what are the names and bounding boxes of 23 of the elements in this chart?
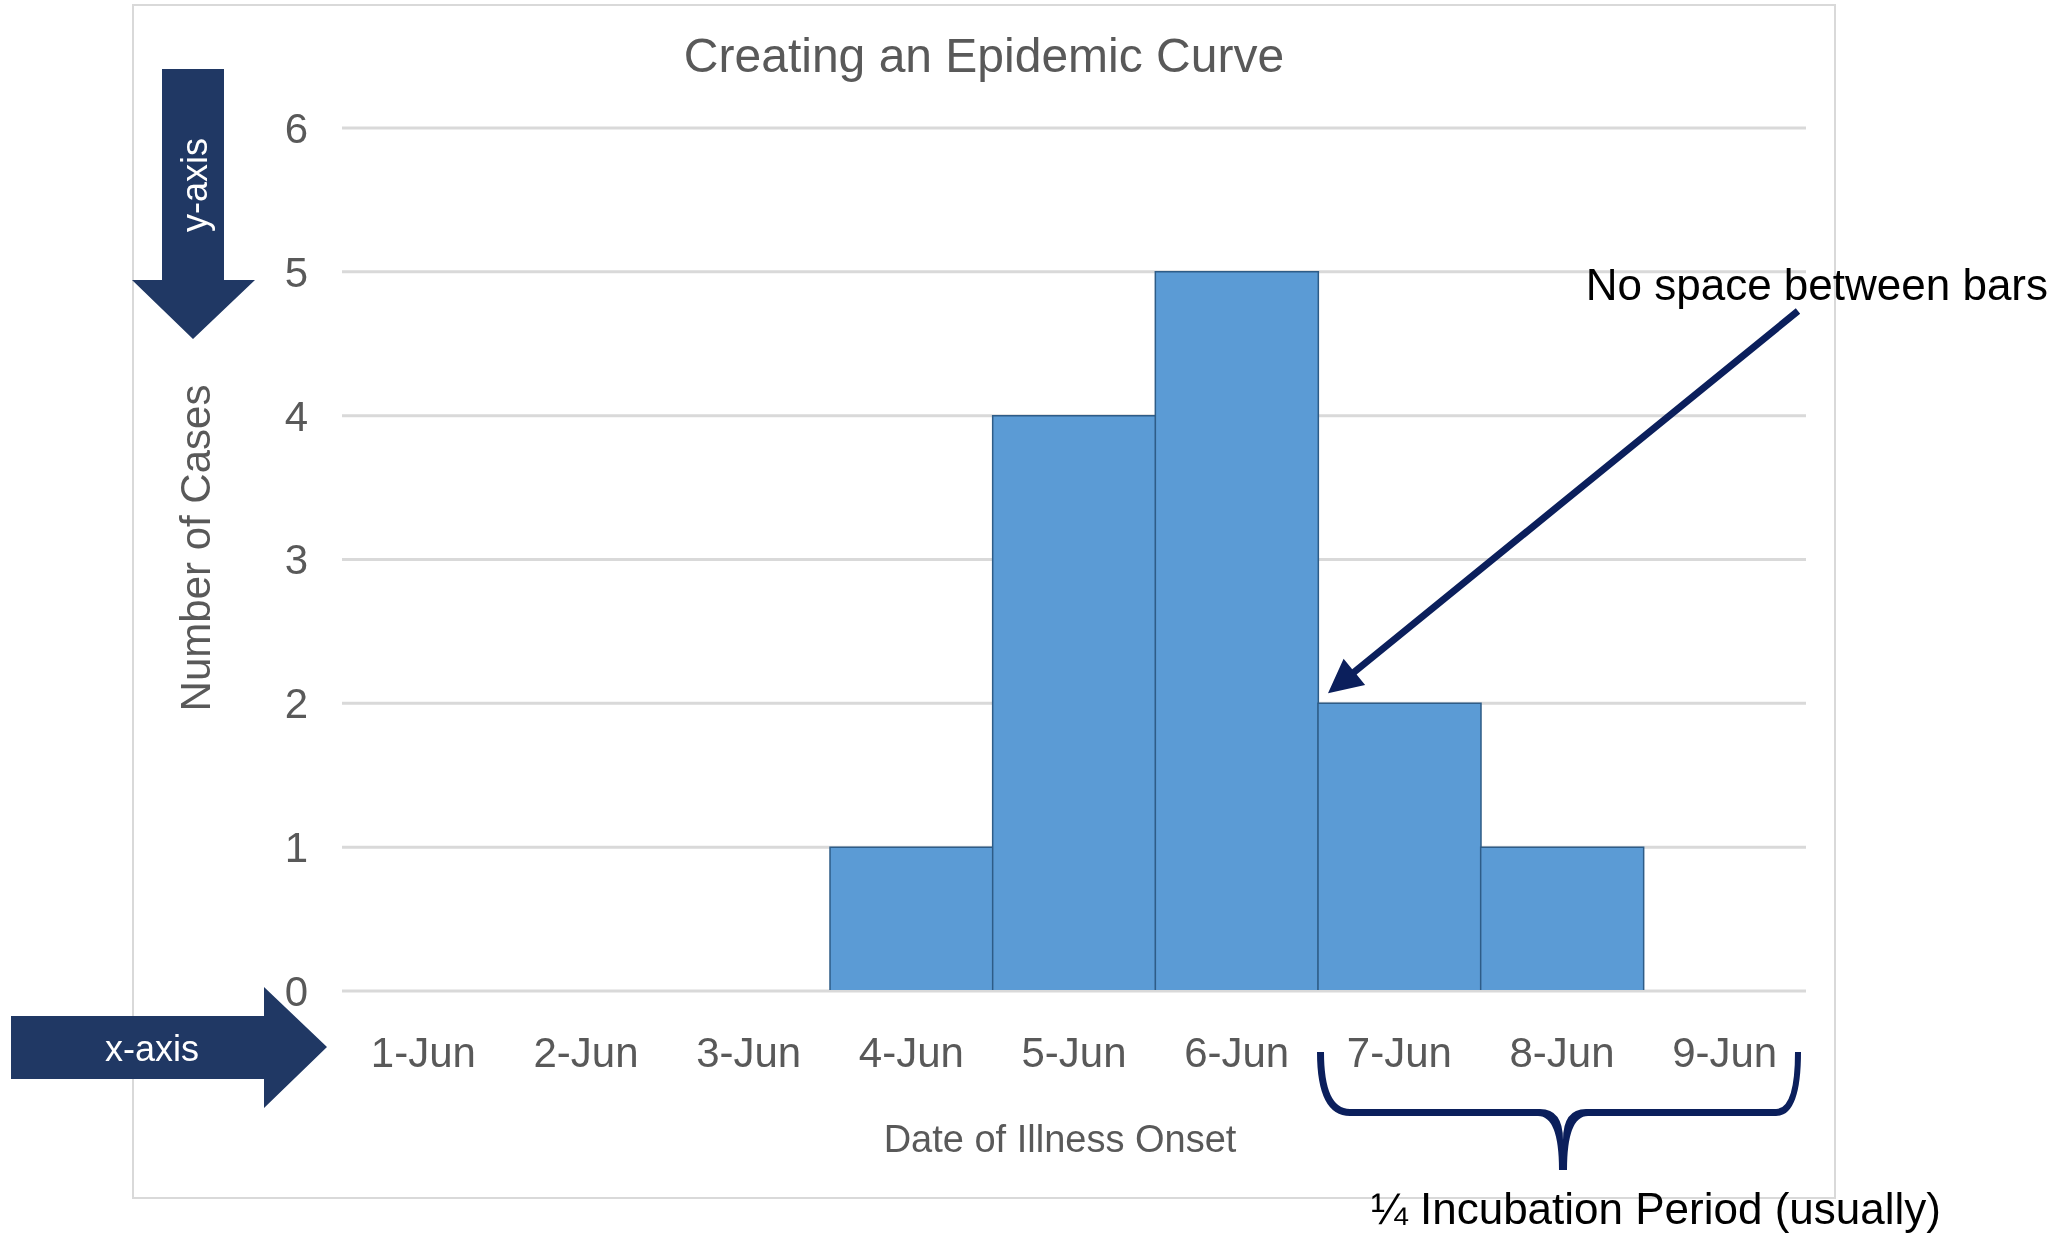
text: x-axis bbox=[104, 1028, 200, 1069]
x-tick-label: 2-Jun bbox=[533, 1028, 639, 1076]
y-tick-label: 0 bbox=[284, 967, 308, 1015]
y-tick-label: 2 bbox=[284, 680, 308, 728]
y-tick-label: 4 bbox=[284, 392, 308, 440]
chart-title: Creating an Epidemic Curve bbox=[683, 29, 1285, 82]
annotation: No space between bars bbox=[1585, 260, 2048, 309]
x-tick-label: 3-Jun bbox=[696, 1028, 802, 1076]
y-tick-label: 1 bbox=[284, 824, 308, 872]
x-tick-label: 9-Jun bbox=[1672, 1028, 1778, 1076]
y-tick-label: 3 bbox=[284, 536, 308, 584]
x-axis-title: Date of Illness Onset bbox=[883, 1118, 1237, 1160]
y-tick-label: 6 bbox=[284, 104, 308, 152]
x-tick-label: 7-Jun bbox=[1346, 1028, 1452, 1076]
x-tick-label: 1-Jun bbox=[370, 1028, 476, 1076]
y-axis-title: Number of Cases bbox=[172, 384, 219, 712]
x-tick-label: 4-Jun bbox=[858, 1028, 964, 1076]
y-tick-label: 5 bbox=[284, 248, 308, 296]
x-tick-label: 6-Jun bbox=[1184, 1028, 1290, 1076]
x-tick-label: 8-Jun bbox=[1509, 1028, 1615, 1076]
text: y-axis bbox=[174, 137, 215, 233]
x-tick-label: 5-Jun bbox=[1021, 1028, 1127, 1076]
text: ¼ Incubation Period (usually) bbox=[1371, 1184, 1941, 1233]
